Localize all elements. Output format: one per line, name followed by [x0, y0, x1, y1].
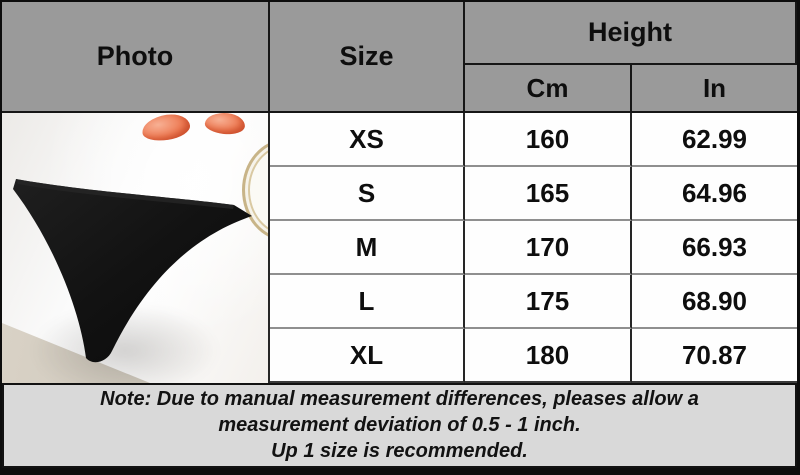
size-value: XS [270, 113, 465, 167]
measurement-note: Note: Due to manual measurement differen… [2, 383, 797, 468]
height-in-value: 64.96 [632, 167, 797, 221]
height-cm-value: 170 [465, 221, 632, 275]
note-line-2: measurement deviation of 0.5 - 1 inch. [218, 414, 581, 436]
cm-column-header: Cm [465, 65, 632, 113]
product-photo [2, 113, 270, 383]
size-value: S [270, 167, 465, 221]
photo-column-header: Photo [2, 2, 270, 113]
note-line-3: Up 1 size is recommended. [271, 440, 528, 462]
height-in-value: 62.99 [632, 113, 797, 167]
height-cm-value: 160 [465, 113, 632, 167]
height-column-header: Height [465, 2, 797, 65]
height-cm-value: 165 [465, 167, 632, 221]
size-column-header: Size [270, 2, 465, 113]
height-cm-value: 180 [465, 329, 632, 383]
height-cm-value: 175 [465, 275, 632, 329]
size-value: L [270, 275, 465, 329]
size-chart-table: Photo Size Height Cm In [2, 2, 797, 468]
note-line-1: Note: Due to manual measurement differen… [100, 388, 699, 410]
in-column-header: In [632, 65, 797, 113]
height-in-value: 70.87 [632, 329, 797, 383]
black-thong-image [13, 179, 252, 363]
size-value: M [270, 221, 465, 275]
height-in-value: 68.90 [632, 275, 797, 329]
height-in-value: 66.93 [632, 221, 797, 275]
size-value: XL [270, 329, 465, 383]
